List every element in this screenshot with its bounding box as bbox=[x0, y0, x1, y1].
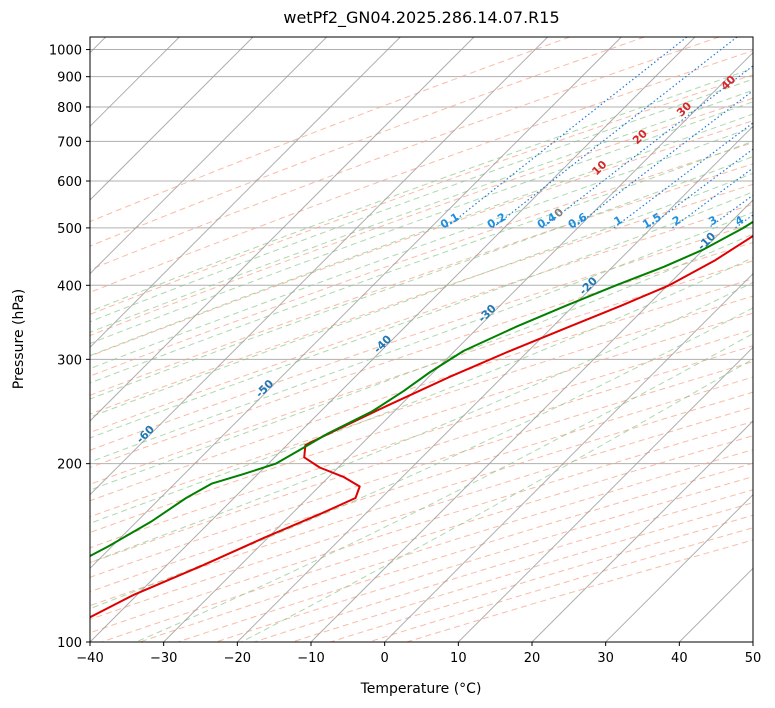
y-tick-label: 100 bbox=[57, 636, 82, 651]
y-tick-label: 900 bbox=[57, 71, 82, 86]
dry-adiabat bbox=[177, 462, 753, 642]
y-tick-label: 300 bbox=[57, 353, 82, 368]
temperature-profile bbox=[90, 234, 753, 619]
dry-adiabat bbox=[90, 183, 753, 415]
moist-adiabat bbox=[90, 233, 753, 491]
skewed-isotherm bbox=[90, 37, 475, 422]
moist-adiabat bbox=[90, 113, 753, 357]
skewed-isotherm bbox=[236, 125, 753, 642]
x-tick-label: 10 bbox=[450, 651, 467, 666]
isotherm-label: -30 bbox=[476, 302, 499, 325]
skewed-isotherm bbox=[90, 37, 254, 201]
y-tick-label: 500 bbox=[57, 222, 82, 237]
dry-adiabat bbox=[139, 449, 753, 642]
y-tick-label: 400 bbox=[57, 279, 82, 294]
x-axis-ticks: −40 −30 −20 −10 0 10 20 30 40 50 bbox=[76, 642, 761, 666]
moist-adiabat bbox=[135, 333, 753, 642]
plot-frame bbox=[89, 36, 754, 643]
mixing-ratio-line bbox=[734, 214, 753, 229]
skewed-isotherm bbox=[752, 641, 753, 642]
dry-adiabat bbox=[90, 37, 720, 271]
x-tick-label: 50 bbox=[745, 651, 762, 666]
dry-adiabat bbox=[90, 120, 753, 357]
x-tick-label: 20 bbox=[524, 651, 541, 666]
skewed-isotherm bbox=[90, 37, 328, 275]
isotherm-label: -10 bbox=[695, 229, 718, 252]
x-tick-label: −30 bbox=[150, 651, 177, 666]
moist-adiabat-label: 20 bbox=[630, 127, 650, 147]
dry-adiabat bbox=[90, 37, 645, 247]
x-tick-label: −10 bbox=[297, 651, 324, 666]
skewed-isotherm bbox=[605, 493, 753, 642]
mixing-ratio-line bbox=[542, 65, 753, 229]
profiles bbox=[90, 220, 753, 619]
dry-adiabat bbox=[90, 361, 753, 578]
dry-adiabat bbox=[215, 476, 753, 642]
dry-adiabat bbox=[292, 502, 753, 642]
skewed-isotherm bbox=[457, 346, 753, 642]
dry-adiabat bbox=[101, 435, 753, 642]
y-tick-label: 200 bbox=[57, 458, 82, 473]
dry-adiabats bbox=[90, 37, 753, 642]
moist-adiabat bbox=[90, 78, 753, 323]
skewed-isotherm bbox=[678, 567, 753, 642]
y-tick-label: 600 bbox=[57, 175, 82, 190]
moist-adiabat bbox=[90, 257, 753, 524]
dry-adiabat bbox=[90, 163, 753, 396]
moist-adiabat bbox=[90, 281, 753, 564]
skewed-isotherm bbox=[384, 272, 753, 642]
dry-adiabat bbox=[90, 50, 753, 293]
moist-adiabat bbox=[90, 156, 753, 400]
x-tick-label: −20 bbox=[224, 651, 251, 666]
skewed-isotherm bbox=[531, 420, 753, 642]
x-tick-label: 0 bbox=[381, 651, 389, 666]
isotherm-label: -60 bbox=[134, 422, 157, 445]
moist-adiabat-label: 30 bbox=[674, 99, 694, 119]
y-axis-ticks: 1000 900 800 700 600 500 400 300 200 100 bbox=[49, 44, 90, 651]
dewpoint-profile bbox=[90, 220, 753, 558]
isotherm-label: -50 bbox=[253, 377, 276, 400]
mixing-ratio-line bbox=[672, 167, 753, 229]
moist-adiabat-label: 10 bbox=[589, 158, 609, 178]
mixing-ratio-line bbox=[445, 37, 688, 229]
x-tick-label: −40 bbox=[76, 651, 103, 666]
x-axis-label: Temperature (°C) bbox=[360, 681, 482, 697]
skewed-isotherm bbox=[90, 37, 622, 570]
moist-adiabat-label: 40 bbox=[718, 73, 738, 93]
mixing-ratio-line bbox=[572, 89, 753, 229]
skewed-isotherm bbox=[90, 37, 401, 349]
dry-adiabat bbox=[90, 142, 753, 377]
moist-adiabat bbox=[90, 89, 753, 333]
skewed-isotherm bbox=[163, 51, 753, 642]
moist-adiabat bbox=[90, 172, 753, 418]
y-tick-label: 1000 bbox=[49, 44, 82, 59]
mixing-ratio-line bbox=[492, 37, 738, 229]
chart-title: wetPf2_GN04.2025.286.14.07.R15 bbox=[283, 8, 560, 27]
x-tick-label: 30 bbox=[597, 651, 614, 666]
dry-adiabat bbox=[90, 37, 570, 223]
mixing-ratio-lines bbox=[445, 37, 753, 229]
dry-adiabat bbox=[90, 345, 753, 564]
y-axis-label: Pressure (hPa) bbox=[11, 289, 27, 389]
mixing-ratio-line bbox=[613, 122, 753, 229]
dry-adiabat bbox=[90, 97, 753, 337]
skewed-isotherm bbox=[90, 37, 696, 642]
skewed-isotherm bbox=[310, 199, 753, 642]
moist-adiabat bbox=[90, 126, 753, 370]
dry-adiabat bbox=[254, 489, 753, 642]
dry-adiabat bbox=[330, 514, 753, 642]
isotherm-label: -40 bbox=[371, 332, 394, 355]
skewed-isotherm bbox=[90, 37, 549, 496]
moist-adiabat bbox=[241, 358, 753, 642]
moist-adiabat bbox=[90, 211, 753, 463]
x-tick-label: 40 bbox=[671, 651, 688, 666]
moist-adiabat bbox=[90, 67, 753, 313]
dry-adiabat bbox=[90, 329, 753, 549]
mixing-ratio-label: 2 bbox=[670, 213, 683, 228]
background-lines bbox=[90, 37, 753, 642]
y-tick-label: 800 bbox=[57, 101, 82, 116]
y-tick-label: 700 bbox=[57, 135, 82, 150]
